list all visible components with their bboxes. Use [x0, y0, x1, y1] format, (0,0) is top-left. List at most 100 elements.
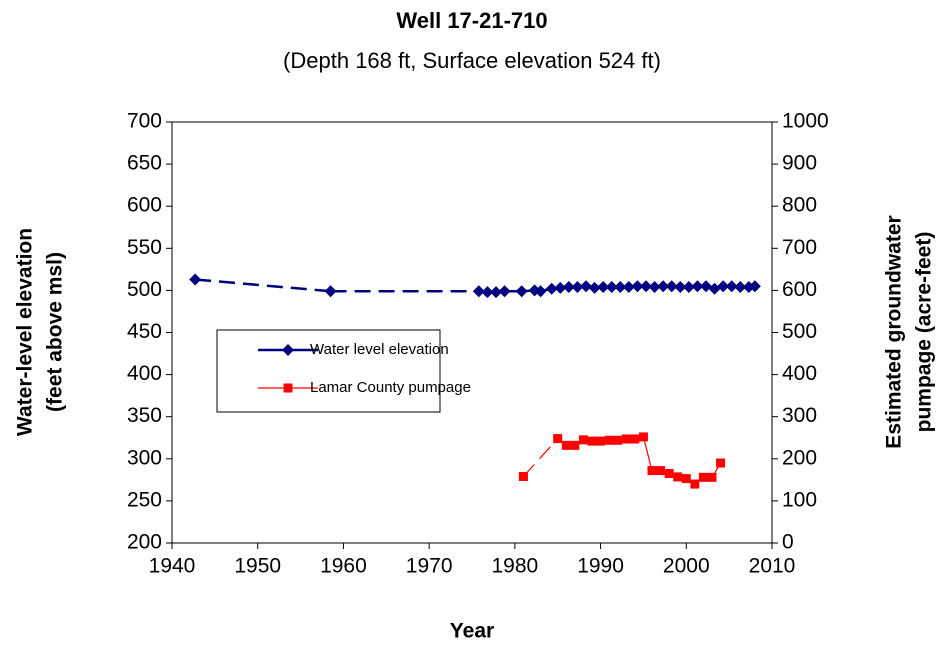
y2-tick-label: 400 — [782, 362, 817, 385]
y-axis-label-line: Water-level elevation — [14, 228, 37, 436]
marker — [708, 282, 721, 295]
y2-axis-label-line: pumpage (acre-feet) — [913, 232, 936, 433]
marker — [324, 285, 337, 298]
x-tick-label: 1980 — [491, 555, 538, 578]
marker — [621, 434, 631, 444]
marker — [545, 282, 558, 295]
marker — [640, 280, 652, 293]
y-tick-label: 450 — [127, 320, 162, 343]
y-tick-label: 400 — [127, 362, 162, 385]
marker — [664, 469, 674, 479]
marker — [647, 466, 657, 476]
marker — [481, 286, 494, 299]
y-tick-label: 600 — [127, 194, 162, 217]
marker — [189, 273, 202, 286]
marker — [725, 280, 738, 293]
marker — [515, 285, 528, 298]
marker — [690, 479, 700, 489]
y-tick-label: 500 — [127, 278, 162, 301]
marker — [748, 280, 761, 293]
y2-tick-label: 1000 — [782, 110, 829, 133]
marker — [665, 280, 678, 293]
y-axis-label-line: (feet above msl) — [44, 252, 67, 412]
marker — [700, 280, 712, 293]
marker — [587, 436, 597, 446]
line-segment — [522, 438, 559, 477]
marker — [657, 280, 670, 293]
marker — [631, 280, 644, 293]
marker — [638, 432, 648, 442]
x-tick-label: 1970 — [406, 555, 453, 578]
x-tick-label: 1940 — [149, 555, 196, 578]
marker — [613, 435, 623, 445]
y-tick-label: 650 — [127, 152, 162, 175]
marker — [588, 281, 601, 294]
y2-tick-label: 800 — [782, 194, 817, 217]
marker — [698, 472, 708, 482]
marker — [605, 281, 618, 294]
y2-axis-label-line: Estimated groundwater — [883, 215, 906, 448]
marker — [596, 436, 606, 446]
marker — [682, 281, 695, 294]
marker — [498, 285, 511, 298]
marker — [490, 286, 502, 299]
marker — [707, 472, 717, 482]
marker — [580, 280, 592, 293]
x-tick-label: 1950 — [234, 555, 281, 578]
marker — [681, 474, 691, 484]
marker — [716, 458, 726, 468]
marker — [554, 281, 567, 294]
chart-subtitle: (Depth 168 ft, Surface elevation 524 ft) — [283, 48, 661, 73]
y-tick-label: 200 — [127, 531, 162, 554]
y-tick-label: 550 — [127, 236, 162, 259]
marker — [614, 281, 627, 294]
marker — [571, 281, 584, 294]
marker — [518, 471, 528, 481]
y-tick-label: 300 — [127, 446, 162, 469]
marker — [472, 285, 485, 298]
line-segment — [642, 436, 653, 471]
legend-marker — [282, 344, 294, 356]
marker — [691, 280, 704, 293]
marker — [562, 281, 575, 294]
marker — [673, 472, 683, 482]
line-segment — [195, 278, 331, 293]
marker — [648, 281, 661, 294]
x-tick-label: 2000 — [663, 555, 710, 578]
x-tick-label: 2010 — [749, 555, 796, 578]
marker — [534, 285, 547, 298]
y2-axis-label: Estimated groundwater pumpage (acre-feet… — [883, 215, 936, 448]
legend — [216, 329, 441, 413]
y2-tick-label: 300 — [782, 404, 817, 427]
marker — [570, 440, 580, 450]
y2-tick-label: 100 — [782, 488, 817, 511]
y-tick-label: 250 — [127, 488, 162, 511]
y2-tick-label: 0 — [782, 531, 794, 554]
marker — [578, 435, 588, 445]
y2-tick-label: 700 — [782, 236, 817, 259]
legend-marker — [283, 383, 293, 393]
marker — [656, 466, 666, 476]
y2-tick-label: 200 — [782, 446, 817, 469]
marker — [553, 434, 563, 444]
legend-label: Water level elevation — [310, 341, 449, 358]
x-tick-label: 1960 — [320, 555, 367, 578]
marker — [604, 435, 614, 445]
marker — [561, 440, 571, 450]
marker — [674, 281, 687, 294]
chart-title: Well 17-21-710 — [396, 8, 547, 33]
legend-label: Lamar County pumpage — [310, 379, 471, 396]
x-tick-label: 1990 — [577, 555, 624, 578]
y2-tick-label: 900 — [782, 152, 817, 175]
marker — [597, 281, 610, 294]
y-tick-label: 700 — [127, 110, 162, 133]
marker — [717, 280, 730, 293]
marker — [622, 281, 635, 294]
y-tick-label: 350 — [127, 404, 162, 427]
marker — [630, 434, 640, 444]
marker — [734, 281, 747, 294]
x-axis-label: Year — [450, 620, 494, 643]
y2-tick-label: 500 — [782, 320, 817, 343]
